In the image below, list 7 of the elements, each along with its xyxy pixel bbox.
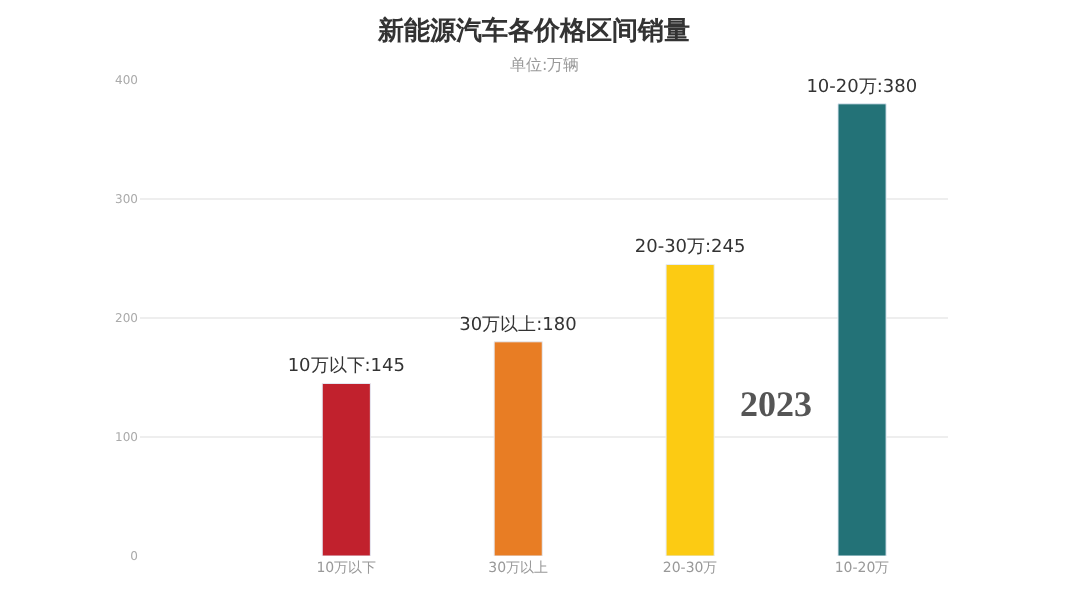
data-label: 10万以下:145 xyxy=(287,355,405,378)
chart-title: 新能源汽车各价格区间销量 xyxy=(376,15,690,48)
data-label: 30万以上:180 xyxy=(459,313,578,336)
annotation: 2023 xyxy=(740,384,812,424)
chart-subtitle: 单位:万辆 xyxy=(510,56,580,74)
data-label: 10-20万:380 xyxy=(806,77,918,98)
data-label: 20-30万:245 xyxy=(634,238,746,259)
